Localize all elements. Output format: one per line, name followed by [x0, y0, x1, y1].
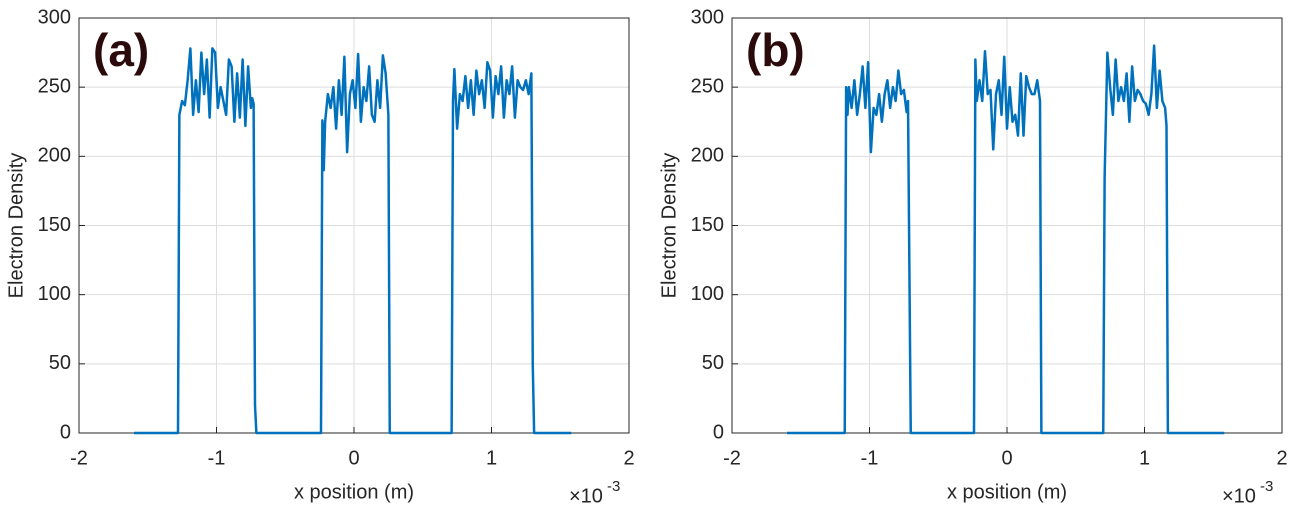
x-tick-label: -1: [861, 447, 879, 469]
y-tick-label: 300: [691, 6, 724, 28]
y-tick-label: 50: [49, 352, 71, 374]
axes-box: [731, 17, 1283, 434]
panel-label: (b): [746, 24, 805, 76]
y-tick-label: 250: [38, 75, 71, 97]
x-axis-label: x position (m): [947, 481, 1067, 503]
chart-panel: -2 -1 0 1 2 0 50 100 150 200 250 300 (a) x position (…: [5, 6, 634, 507]
y-tick-label: 0: [713, 421, 724, 443]
x-tick-label: 1: [486, 447, 497, 469]
y-tick-label: 150: [691, 214, 724, 236]
chart-panel: -2 -1 0 1 2 0 50 100 150 200 250 300 (b) x position (…: [658, 6, 1287, 507]
x-tick-label: -1: [208, 447, 226, 469]
x-axis-label: x position (m): [294, 481, 414, 503]
y-axis-label: Electron Density: [5, 153, 27, 299]
data-line: [787, 44, 1225, 435]
y-tick-label: 100: [691, 283, 724, 305]
x-multiplier-base: ×10: [1222, 485, 1256, 507]
x-tick-label: 1: [1139, 447, 1150, 469]
y-tick-label: 100: [38, 283, 71, 305]
x-multiplier-exponent: -3: [1260, 478, 1273, 495]
x-tick-label: 2: [1276, 447, 1287, 469]
y-tick-label: 50: [702, 352, 724, 374]
x-tick-label: 0: [348, 447, 359, 469]
y-tick-label: 150: [38, 214, 71, 236]
x-multiplier-exponent: -3: [607, 478, 620, 495]
x-multiplier-base: ×10: [569, 485, 603, 507]
y-tick-label: 0: [60, 421, 71, 443]
y-tick-label: 200: [38, 145, 71, 167]
y-axis-label: Electron Density: [658, 153, 680, 299]
data-line: [134, 47, 572, 435]
x-tick-label: 2: [623, 447, 634, 469]
x-tick-label: -2: [723, 447, 741, 469]
y-tick-label: 200: [691, 145, 724, 167]
axes-box: [78, 17, 630, 434]
y-tick-label: 250: [691, 75, 724, 97]
x-tick-label: 0: [1001, 447, 1012, 469]
y-tick-label: 300: [38, 6, 71, 28]
x-tick-label: -2: [70, 447, 88, 469]
panel-label: (a): [93, 24, 149, 76]
